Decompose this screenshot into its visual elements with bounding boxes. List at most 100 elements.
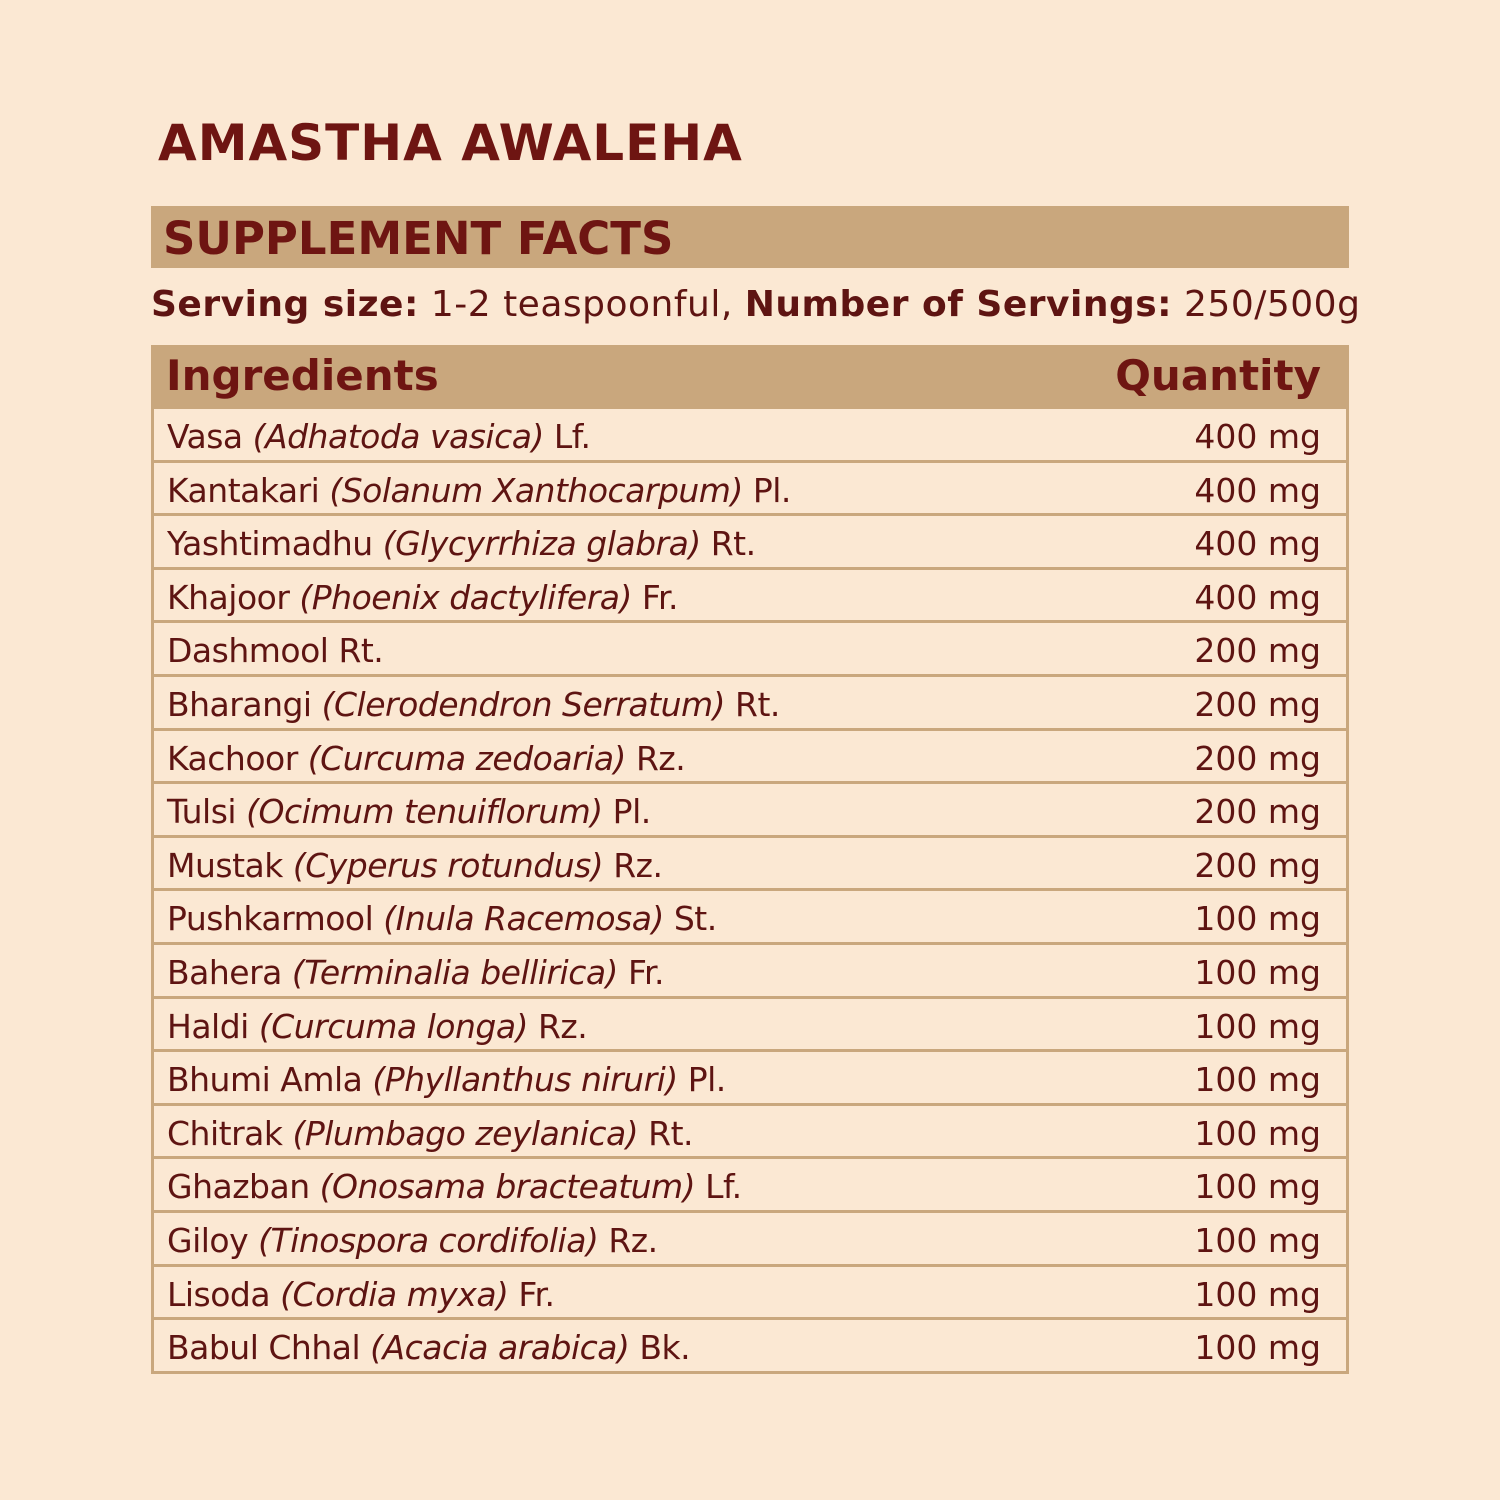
ingredient-quantity: 400 mg <box>1194 417 1321 456</box>
ingredient-name: Kantakari (Solanum Xanthocarpum) Pl. <box>167 471 791 510</box>
table-row: Babul Chhal (Acacia arabica) Bk. 100 mg <box>151 1320 1349 1374</box>
ingredient-name: Haldi (Curcuma longa) Rz. <box>167 1006 588 1046</box>
botanical-name: (Solanum Xanthocarpum) <box>329 470 743 510</box>
ingredient-name: Ghazban (Onosama bracteatum) Lf. <box>167 1167 742 1206</box>
ingredient-quantity: 100 mg <box>1194 1167 1321 1207</box>
quantity-header: Quantity <box>1115 351 1321 400</box>
ingredient-name: Vasa (Adhatoda vasica) Lf. <box>167 417 591 456</box>
servings-label: Number of Servings: <box>744 284 1173 325</box>
common-name: Bharangi <box>167 684 312 724</box>
plant-part: Lf. <box>705 1167 742 1207</box>
supplement-facts-heading: SUPPLEMENT FACTS <box>163 212 674 265</box>
botanical-name: (Phyllanthus niruri) <box>372 1060 678 1100</box>
table-row: Lisoda (Cordia myxa) Fr. 100 mg <box>151 1266 1349 1321</box>
table-row: Yashtimadhu (Glycyrrhiza glabra) Rt. 400 … <box>151 516 1349 570</box>
table-row: Tulsi (Ocimum tenuiflorum) Pl. 200 mg <box>151 784 1349 838</box>
ingredient-quantity: 400 mg <box>1194 470 1321 510</box>
ingredient-quantity: 400 mg <box>1194 577 1321 617</box>
plant-part: Pl. <box>752 470 792 510</box>
botanical-name: (Onosama bracteatum) <box>319 1167 696 1207</box>
botanical-name: (Curcuma longa) <box>258 1006 529 1046</box>
common-name: Bahera <box>167 952 282 992</box>
serving-size-value: 1-2 teaspoonful, <box>430 284 733 325</box>
common-name: Kachoor <box>167 738 298 778</box>
table-row: Giloy (Tinospora cordifolia) Rz. 100 mg <box>151 1212 1349 1267</box>
ingredient-quantity: 200 mg <box>1194 845 1321 885</box>
plant-part: Rt. <box>648 1113 693 1153</box>
ingredient-quantity: 400 mg <box>1194 524 1321 564</box>
table-row: Bahera (Terminalia bellirica) Fr. 100 mg <box>151 944 1349 999</box>
table-row: Kachoor (Curcuma zedoaria) Rz. 200 mg <box>151 730 1349 785</box>
ingredient-name: Kachoor (Curcuma zedoaria) Rz. <box>167 738 686 778</box>
common-name: Vasa <box>167 417 243 456</box>
ingredient-quantity: 100 mg <box>1194 899 1321 939</box>
plant-part: Rt. <box>710 524 756 564</box>
botanical-name: (Plumbago zeylanica) <box>292 1113 639 1153</box>
ingredient-name: Bhumi Amla (Phyllanthus niruri) Pl. <box>167 1060 726 1099</box>
table-row: Dashmool Rt. 200 mg <box>151 623 1349 677</box>
ingredients-header: Ingredients <box>166 351 439 400</box>
table-row: Pushkarmool (Inula Racemosa) St. 100 mg <box>151 891 1349 945</box>
table-row: Mustak (Cyperus rotundus) Rz. 200 mg <box>151 837 1349 892</box>
servings-value: 250/500g <box>1184 284 1361 325</box>
table-row: Khajoor (Phoenix dactylifera) Fr. 400 mg <box>151 569 1349 624</box>
ingredient-name: Mustak (Cyperus rotundus) Rz. <box>167 845 663 885</box>
common-name: Mustak <box>167 845 283 885</box>
ingredients-table: Ingredients Quantity Vasa (Adhatoda vasi… <box>151 345 1349 1374</box>
table-row: Bhumi Amla (Phyllanthus niruri) Pl. 100 m… <box>151 1052 1349 1106</box>
common-name: Babul Chhal <box>167 1328 361 1368</box>
botanical-name: (Cyperus rotundus) <box>292 845 604 885</box>
ingredient-name: Dashmool Rt. <box>167 631 384 671</box>
botanical-name: (Phoenix dactylifera) <box>299 577 632 617</box>
serving-size-label: Serving size: <box>151 284 419 325</box>
common-name: Khajoor <box>167 577 290 617</box>
ingredient-quantity: 200 mg <box>1194 738 1321 778</box>
plant-part: Lf. <box>553 417 591 456</box>
plant-part: Rz. <box>608 1220 658 1260</box>
common-name: Lisoda <box>167 1274 271 1314</box>
ingredient-name: Giloy (Tinospora cordifolia) Rz. <box>167 1221 658 1260</box>
botanical-name: (Adhatoda vasica) <box>252 417 545 456</box>
plant-part: Rt. <box>735 684 780 724</box>
plant-part: Rz. <box>537 1006 588 1046</box>
plant-part: Rz. <box>635 738 686 778</box>
botanical-name: (Cordia myxa) <box>280 1274 509 1314</box>
ingredient-name: Yashtimadhu (Glycyrrhiza glabra) Rt. <box>167 524 756 563</box>
ingredient-quantity: 100 mg <box>1194 1113 1321 1153</box>
serving-info: Serving size: 1-2 teaspoonful, Number of… <box>151 284 1360 325</box>
ingredient-name: Tulsi (Ocimum tenuiflorum) Pl. <box>167 792 651 831</box>
table-body: Vasa (Adhatoda vasica) Lf. 400 mg Kantakar… <box>151 409 1349 1374</box>
table-header: Ingredients Quantity <box>151 345 1349 409</box>
table-row: Ghazban (Onosama bracteatum) Lf. 100 mg <box>151 1159 1349 1213</box>
product-title: AMASTHA AWALEHA <box>158 114 743 172</box>
plant-part: Fr. <box>641 577 679 617</box>
plant-part: Fr. <box>518 1274 555 1314</box>
common-name: Haldi <box>167 1006 249 1046</box>
ingredient-name: Khajoor (Phoenix dactylifera) Fr. <box>167 577 679 617</box>
ingredient-quantity: 100 mg <box>1194 1328 1321 1368</box>
ingredient-name: Babul Chhal (Acacia arabica) Bk. <box>167 1328 691 1368</box>
common-name: Tulsi <box>167 792 237 832</box>
botanical-name: (Acacia arabica) <box>370 1328 630 1368</box>
ingredient-name: Bharangi (Clerodendron Serratum) Rt. <box>167 685 780 724</box>
plant-part: Pl. <box>687 1060 727 1100</box>
table-row: Bharangi (Clerodendron Serratum) Rt. 200 … <box>151 676 1349 731</box>
common-name: Giloy <box>167 1220 249 1260</box>
plant-part: Rt. <box>338 631 384 671</box>
ingredient-name: Pushkarmool (Inula Racemosa) St. <box>167 899 717 938</box>
ingredient-quantity: 100 mg <box>1194 1060 1321 1100</box>
table-row: Haldi (Curcuma longa) Rz. 100 mg <box>151 998 1349 1053</box>
botanical-name: (Inula Racemosa) <box>383 899 664 939</box>
ingredient-quantity: 200 mg <box>1194 684 1321 724</box>
ingredient-name: Bahera (Terminalia bellirica) Fr. <box>167 952 665 992</box>
ingredient-quantity: 100 mg <box>1194 1006 1321 1046</box>
common-name: Dashmool <box>167 631 329 671</box>
plant-part: St. <box>673 899 717 939</box>
plant-part: Rz. <box>613 845 663 885</box>
table-row: Kantakari (Solanum Xanthocarpum) Pl. 400 … <box>151 462 1349 517</box>
common-name: Chitrak <box>167 1113 283 1153</box>
ingredient-quantity: 200 mg <box>1194 631 1321 671</box>
common-name: Pushkarmool <box>167 899 374 939</box>
supplement-facts-bar: SUPPLEMENT FACTS <box>151 206 1349 268</box>
common-name: Kantakari <box>167 470 320 510</box>
